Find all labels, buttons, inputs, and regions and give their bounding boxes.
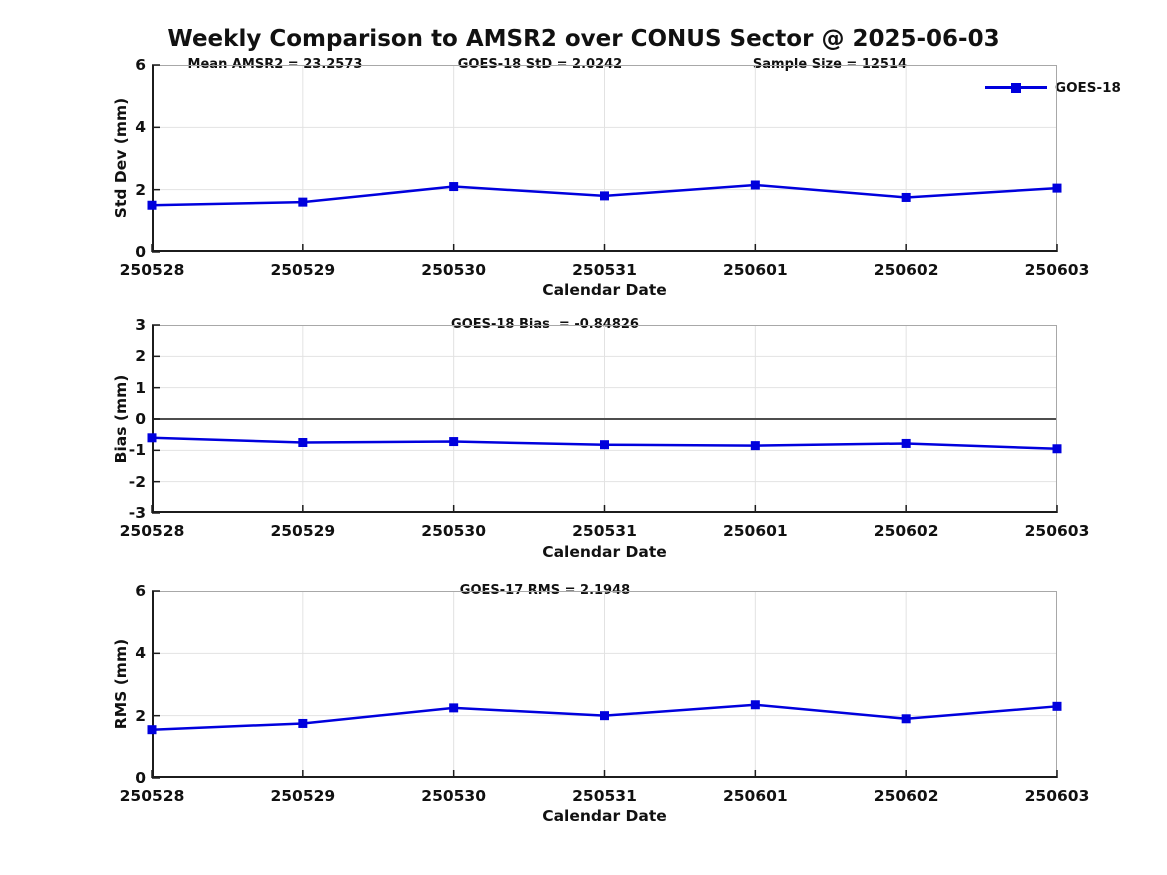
data-point-marker bbox=[600, 191, 609, 201]
data-point-marker bbox=[1052, 444, 1062, 454]
y-tick-label: 4 bbox=[135, 118, 146, 137]
y-tick-label: 4 bbox=[135, 644, 146, 663]
y-tick-label: 2 bbox=[135, 347, 146, 366]
x-tick-label: 250529 bbox=[270, 522, 336, 540]
x-tick-label: 250529 bbox=[270, 261, 336, 279]
plot-area-bias bbox=[147, 324, 1062, 514]
x-tick-label: 250528 bbox=[119, 787, 185, 805]
data-point-marker bbox=[147, 725, 157, 735]
y-tick-label: 0 bbox=[135, 243, 146, 261]
y-tick-label: 1 bbox=[135, 378, 146, 397]
data-point-marker bbox=[901, 438, 911, 448]
x-tick-label: 250529 bbox=[270, 787, 336, 805]
x-tick-label: 250603 bbox=[1024, 261, 1090, 279]
y-tick-label: 0 bbox=[135, 410, 146, 428]
data-point-marker bbox=[600, 440, 609, 450]
y-tick-label: -2 bbox=[128, 472, 146, 491]
data-point-marker bbox=[147, 200, 157, 210]
data-point-marker bbox=[750, 180, 760, 190]
x-axis-label-panel3: Calendar Date bbox=[542, 807, 667, 825]
x-tick-label: 250603 bbox=[1024, 522, 1090, 540]
data-point-marker bbox=[1052, 183, 1062, 193]
data-point-marker bbox=[901, 714, 911, 724]
data-point-marker bbox=[449, 182, 459, 192]
legend-square-marker-icon bbox=[1011, 82, 1021, 93]
legend: GOES-18 bbox=[985, 78, 1121, 97]
y-axis-label-std-dev: Std Dev (mm) bbox=[112, 97, 130, 219]
x-tick-label: 250531 bbox=[572, 522, 637, 540]
y-tick-label: 6 bbox=[135, 56, 146, 74]
legend-label-goes18: GOES-18 bbox=[1055, 79, 1121, 96]
x-axis-label-panel1: Calendar Date bbox=[542, 281, 667, 299]
data-point-marker bbox=[298, 718, 308, 728]
legend-line-sample bbox=[985, 82, 1047, 93]
x-tick-label: 250530 bbox=[421, 787, 487, 805]
y-tick-label: 2 bbox=[135, 180, 146, 199]
data-point-marker bbox=[449, 703, 459, 713]
data-point-marker bbox=[147, 433, 157, 443]
y-tick-label: 3 bbox=[135, 316, 146, 334]
x-tick-label: 250602 bbox=[873, 787, 939, 805]
annotation-mean-amsr2: Mean AMSR2 = 23.2573 bbox=[187, 57, 363, 72]
x-tick-label: 250603 bbox=[1024, 787, 1090, 805]
x-tick-label: 250602 bbox=[873, 522, 939, 540]
chart-title: Weekly Comparison to AMSR2 over CONUS Se… bbox=[167, 26, 1000, 52]
x-axis-label-panel2: Calendar Date bbox=[542, 543, 667, 561]
x-tick-label: 250528 bbox=[119, 261, 185, 279]
y-tick-label: 6 bbox=[135, 582, 146, 600]
data-point-marker bbox=[901, 192, 911, 202]
annotation-goes18-bias: GOES-18 Bias = -0.84826 bbox=[451, 317, 639, 332]
plot-area-std-dev bbox=[147, 64, 1062, 253]
x-tick-label: 250530 bbox=[421, 522, 487, 540]
x-tick-label: 250601 bbox=[722, 787, 788, 805]
plot-area-rms bbox=[147, 590, 1062, 779]
data-point-marker bbox=[1052, 701, 1062, 711]
y-tick-label: 2 bbox=[135, 706, 146, 725]
x-tick-label: 250528 bbox=[119, 522, 185, 540]
y-tick-label: -3 bbox=[128, 504, 146, 522]
data-point-marker bbox=[298, 197, 308, 207]
data-point-marker bbox=[750, 700, 760, 710]
y-tick-label: -1 bbox=[128, 441, 146, 460]
data-point-marker bbox=[750, 441, 760, 451]
data-point-marker bbox=[600, 711, 609, 721]
x-tick-label: 250530 bbox=[421, 261, 487, 279]
annotation-goes17-rms: GOES-17 RMS = 2.1948 bbox=[459, 583, 631, 598]
annotation-sample-size: Sample Size = 12514 bbox=[752, 57, 908, 72]
x-tick-label: 250602 bbox=[873, 261, 939, 279]
annotation-goes18-std: GOES-18 StD = 2.0242 bbox=[457, 57, 623, 72]
x-tick-label: 250601 bbox=[722, 522, 788, 540]
x-tick-label: 250531 bbox=[572, 261, 637, 279]
x-tick-label: 250601 bbox=[722, 261, 788, 279]
data-point-marker bbox=[449, 437, 459, 447]
x-tick-label: 250531 bbox=[572, 787, 637, 805]
data-point-marker bbox=[298, 438, 308, 447]
y-tick-label: 0 bbox=[135, 769, 146, 787]
